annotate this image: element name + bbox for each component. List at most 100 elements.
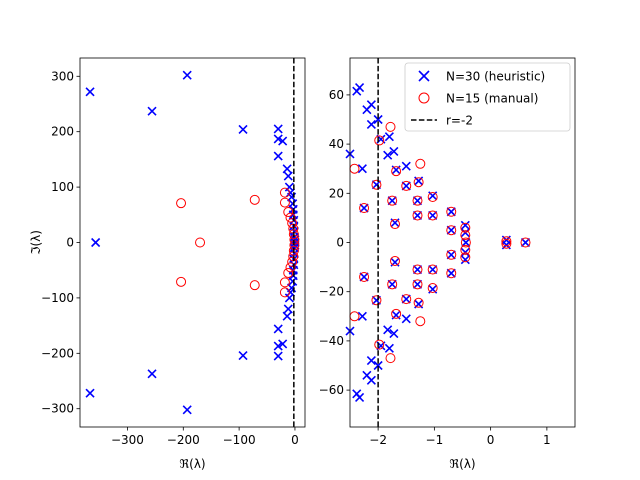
right-o-point (460, 237, 471, 248)
right-x-point (373, 360, 383, 371)
right-x-point (357, 164, 367, 174)
right-x-point (401, 181, 411, 191)
right-x-point (352, 389, 362, 399)
right-x-point (401, 314, 411, 324)
right-x-point-stroke (412, 264, 423, 275)
left-x-point (147, 106, 157, 116)
left-x-point (278, 136, 288, 146)
right-x-point (460, 255, 470, 265)
legend-item-heuristic: N=30 (heuristic) (418, 70, 545, 84)
right-x-point-stroke (366, 119, 376, 129)
right-x-point-stroke (412, 279, 423, 289)
right-x-point-stroke (389, 328, 399, 339)
right-x-point (401, 161, 411, 171)
right-o-point (385, 353, 396, 364)
right-x-point (460, 220, 470, 230)
right-ticks: −2 −1 0 1 −60 −40 −20 0 20 40 60 (319, 88, 551, 447)
right-o-point (412, 264, 423, 275)
left-o-point (279, 277, 290, 288)
right-o-point (401, 294, 412, 305)
left-x-point (182, 70, 192, 80)
right-x-point-stroke (373, 114, 383, 125)
left-x-point (273, 124, 283, 134)
left-x-point-stroke (284, 293, 294, 303)
right-o-point (415, 316, 426, 327)
right-x-point (446, 225, 456, 235)
left-x-point-stroke (278, 136, 288, 146)
right-y-tick-label: 0 (336, 236, 344, 250)
right-x-point-stroke (384, 343, 394, 353)
right-x-tick-label: 1 (543, 433, 551, 447)
right-x-point (520, 237, 531, 248)
right-o-point (391, 308, 402, 319)
left-x-point (290, 237, 300, 248)
right-x-point-stroke (428, 210, 438, 221)
left-x-point-stroke (147, 369, 157, 379)
left-x-point (282, 164, 292, 174)
right-o-point (371, 179, 382, 190)
right-o-point (501, 236, 512, 247)
left-x-point (273, 134, 283, 144)
right-o-point (520, 237, 531, 248)
left-o-point (285, 212, 296, 223)
right-o-point (460, 222, 471, 233)
right-x-point-stroke (383, 325, 393, 335)
right-x-point (461, 237, 471, 248)
right-o-point (427, 283, 438, 294)
right-x-point (428, 264, 438, 275)
right-x-point (366, 356, 376, 366)
left-x-point (238, 124, 248, 135)
left-x-tick-label: −100 (223, 433, 256, 447)
right-x-point-stroke (352, 86, 362, 96)
right-o-point (460, 230, 471, 241)
left-o-point (195, 237, 206, 248)
left-x-point-stroke (273, 134, 283, 144)
left-y-tick-label: −300 (41, 402, 74, 416)
right-o-point (415, 158, 426, 169)
left-x-point (273, 151, 283, 161)
right-x-point (428, 210, 438, 221)
left-x-point-stroke (290, 237, 300, 248)
right-x-tick-label: 0 (487, 433, 495, 447)
right-o-point (374, 135, 385, 146)
left-x-point-stroke (283, 304, 293, 314)
right-x-point (352, 86, 362, 96)
right-x-point (359, 203, 369, 213)
right-x-point (359, 272, 369, 282)
legend-label-manual: N=15 (manual) (446, 92, 538, 106)
left-x-point-stroke (278, 339, 288, 349)
right-x-point (401, 294, 411, 304)
left-x-point-stroke (273, 124, 283, 134)
legend-item-manual: N=15 (manual) (418, 92, 538, 106)
legend-x-marker (418, 70, 430, 82)
right-x-point-stroke (446, 225, 456, 235)
left-o-point (288, 229, 299, 240)
left-x-point-stroke (273, 324, 283, 334)
right-x-point-stroke (371, 295, 382, 305)
left-x-point-stroke (282, 164, 292, 174)
left-x-point (273, 341, 283, 351)
right-o-point (446, 206, 457, 217)
left-x-point (283, 171, 293, 181)
legend-box (404, 62, 571, 132)
legend-label-r: r=-2 (446, 114, 473, 128)
right-o-point (412, 195, 423, 206)
legend: N=30 (heuristic) N=15 (manual) r=-2 (404, 62, 571, 132)
left-x-point-stroke (285, 188, 296, 198)
right-x-point-stroke (520, 237, 531, 248)
right-o-point (460, 252, 471, 263)
right-x-point-stroke (383, 150, 393, 160)
right-panel: −2 −1 0 1 −60 −40 −20 0 20 40 60 ℜ(λ) N=30 (heuris… (319, 57, 576, 471)
left-x-point (273, 351, 283, 361)
right-x-point-stroke (387, 196, 397, 206)
right-x-point-stroke (366, 375, 376, 385)
right-x-point (371, 180, 382, 190)
right-x-point (389, 146, 399, 157)
left-x-point (91, 237, 101, 248)
left-x-point-stroke (182, 405, 192, 415)
right-o-point (501, 238, 512, 249)
right-x-point (446, 250, 456, 260)
right-o-point (387, 279, 398, 290)
right-x-point (412, 264, 423, 275)
